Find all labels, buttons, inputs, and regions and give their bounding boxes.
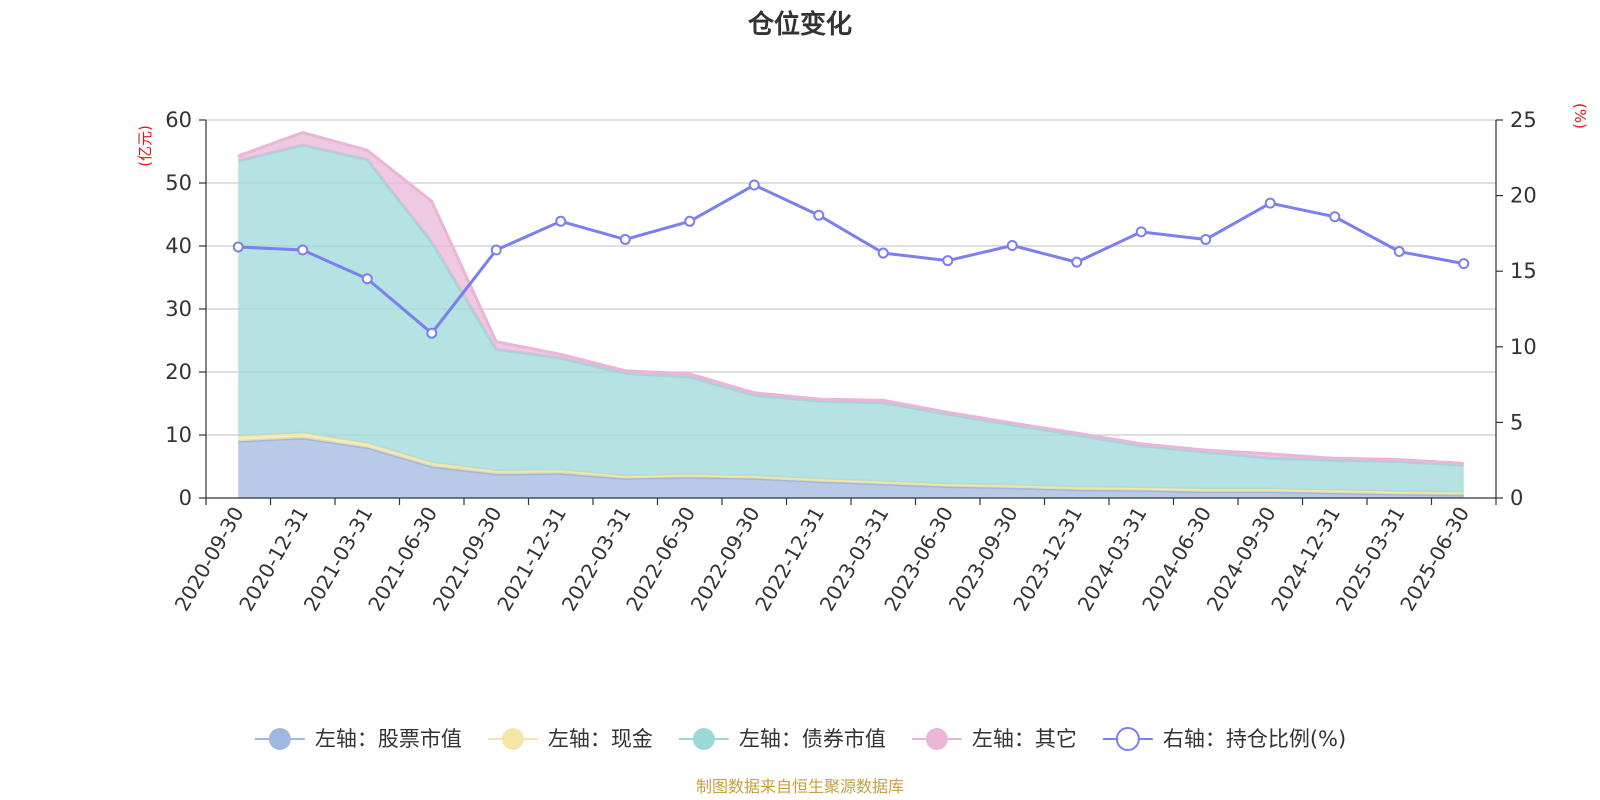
left-tick-label: 60 [165, 108, 192, 132]
x-tick-label: 2025-06-30 [1395, 503, 1474, 616]
area-左轴：现金 [238, 433, 1464, 495]
line-point[interactable] [490, 244, 502, 256]
legend-label: 左轴：其它 [972, 727, 1077, 751]
area-series [237, 131, 1464, 498]
left-tick-label: 50 [165, 171, 192, 195]
legend-label: 右轴：持仓比例(%) [1163, 727, 1346, 751]
line-point[interactable] [813, 209, 825, 221]
left-tick-label: 10 [165, 423, 192, 447]
line-holding-ratio [238, 183, 1465, 336]
line-point[interactable] [877, 247, 889, 259]
right-tick-label: 5 [1510, 410, 1523, 434]
left-tick-label: 0 [179, 486, 192, 510]
left-tick-label: 20 [165, 360, 192, 384]
line-series [232, 179, 1470, 339]
right-tick-label: 0 [1510, 486, 1523, 510]
area-edge [237, 131, 1464, 465]
legend-marker-icon [925, 728, 948, 750]
left-tick-label: 30 [165, 297, 192, 321]
chart-title: 仓位变化 [747, 9, 852, 40]
left-axis-unit: (亿元) [136, 125, 154, 167]
legend-label: 左轴：现金 [548, 727, 653, 751]
legend-marker-icon [268, 728, 291, 750]
line-point[interactable] [684, 215, 696, 227]
line-point[interactable] [1458, 258, 1470, 270]
line-point[interactable] [232, 241, 244, 253]
line-point[interactable] [942, 255, 954, 267]
line-point[interactable] [1071, 256, 1083, 268]
area-左轴：股票市值 [238, 438, 1464, 498]
right-tick-label: 20 [1510, 184, 1537, 208]
legend-item[interactable]: 右轴：持仓比例(%) [1102, 727, 1346, 751]
line-point[interactable] [1200, 233, 1212, 245]
legend-marker-icon [692, 728, 715, 750]
line-point[interactable] [1393, 246, 1405, 258]
line-point[interactable] [426, 327, 438, 339]
right-tick-label: 25 [1510, 108, 1537, 132]
area-左轴：债券市值 [238, 145, 1464, 493]
right-tick-label: 15 [1510, 259, 1537, 283]
line-point[interactable] [1329, 211, 1341, 223]
line-point[interactable] [1006, 239, 1018, 251]
line-point[interactable] [297, 244, 309, 256]
legend-item[interactable]: 左轴：现金 [487, 727, 653, 751]
line-point[interactable] [1264, 197, 1276, 209]
legend-item[interactable]: 左轴：股票市值 [254, 727, 462, 751]
source-note: 制图数据来自恒生聚源数据库 [696, 777, 904, 796]
left-tick-label: 40 [165, 234, 192, 258]
legend-label: 左轴：债券市值 [739, 727, 886, 751]
legend-label: 左轴：股票市值 [315, 727, 462, 751]
legend-marker-icon [501, 728, 524, 750]
line-point[interactable] [361, 273, 373, 285]
legend-marker-icon [1115, 727, 1140, 751]
right-tick-label: 10 [1510, 335, 1537, 359]
line-point[interactable] [555, 215, 567, 227]
line-point[interactable] [619, 233, 631, 245]
legend-item[interactable]: 左轴：债券市值 [678, 727, 886, 751]
line-point[interactable] [748, 179, 760, 191]
line-point[interactable] [1135, 226, 1147, 238]
legend-item[interactable]: 左轴：其它 [911, 727, 1077, 751]
right-axis-unit: (%) [1571, 103, 1589, 129]
legend[interactable]: 左轴：股票市值 左轴：现金 左轴：债券市值 左轴：其它 右轴：持仓比例(%) [254, 727, 1346, 751]
